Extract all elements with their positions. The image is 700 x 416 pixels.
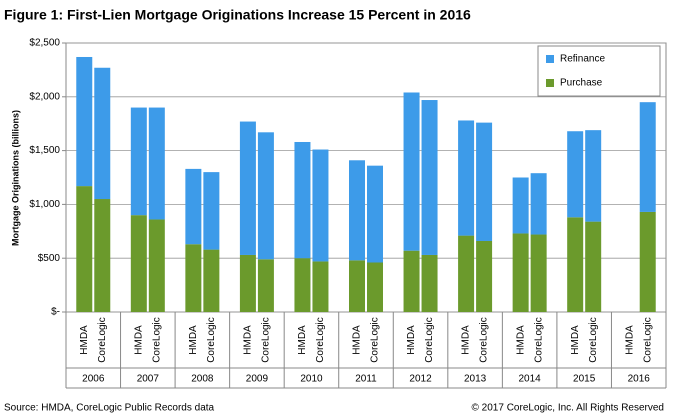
y-tick-label: $1,500 xyxy=(29,145,60,156)
group-label: 2014 xyxy=(519,374,542,385)
bar-segment xyxy=(530,173,547,235)
group-label: 2011 xyxy=(355,374,377,385)
x-tick-label: CoreLogic xyxy=(261,317,272,363)
bar-segment xyxy=(76,56,93,187)
group-label: 2016 xyxy=(628,374,651,385)
bar-segment xyxy=(458,120,475,236)
bar-segment xyxy=(403,250,420,312)
x-tick-label: HMDA xyxy=(570,325,581,355)
y-tick-label: $2,500 xyxy=(29,38,60,49)
bar-segment xyxy=(567,217,584,312)
bar-segment xyxy=(185,244,202,312)
chart-title: Figure 1: First-Lien Mortgage Originatio… xyxy=(4,7,471,23)
y-tick-label: $- xyxy=(51,307,60,318)
bar-segment xyxy=(76,186,93,312)
x-tick-label: CoreLogic xyxy=(588,317,599,363)
x-tick-label: CoreLogic xyxy=(315,317,326,363)
x-tick-label: CoreLogic xyxy=(370,317,381,363)
x-tick-label: CoreLogic xyxy=(642,317,653,363)
bar-segment xyxy=(94,199,111,312)
x-tick-label: CoreLogic xyxy=(424,317,435,363)
x-tick-label: HMDA xyxy=(461,325,472,355)
bar-segment xyxy=(458,235,475,312)
bar-segment xyxy=(203,249,220,312)
legend-swatch xyxy=(546,55,554,63)
y-axis-label: Mortgage Originations (billions) xyxy=(10,110,20,246)
bar-segment xyxy=(512,177,529,234)
bar-segment xyxy=(257,132,274,260)
bar-segment xyxy=(585,221,602,312)
bar-segment xyxy=(421,254,438,312)
bar-segment xyxy=(203,172,220,250)
bar-segment xyxy=(585,130,602,222)
y-tick-label: $2,000 xyxy=(29,91,60,102)
bar-segment xyxy=(567,131,584,218)
group-label: 2015 xyxy=(573,374,596,385)
bar-segment xyxy=(367,262,383,312)
bar-segment xyxy=(312,261,329,312)
bar-segment xyxy=(349,260,365,312)
bar-segment xyxy=(130,107,147,216)
bar-segment xyxy=(148,219,165,312)
x-tick-label: HMDA xyxy=(624,325,635,355)
group-label: 2008 xyxy=(191,374,214,385)
bar-segment xyxy=(239,254,256,312)
x-tick-label: CoreLogic xyxy=(151,317,162,363)
bar-segment xyxy=(148,107,165,220)
copyright: © 2017 CoreLogic, Inc. All Rights Reserv… xyxy=(472,403,664,414)
y-tick-label: $1,000 xyxy=(29,199,60,210)
bar-segment xyxy=(367,165,383,263)
bar-segment xyxy=(530,234,547,312)
bar-segment xyxy=(476,240,493,312)
legend-box xyxy=(537,45,661,97)
bar-segment xyxy=(639,211,656,312)
legend-label: Purchase xyxy=(560,78,603,89)
bar-segment xyxy=(476,122,493,241)
legend-label: Refinance xyxy=(560,54,605,65)
group-label: 2009 xyxy=(246,374,269,385)
bar-segment xyxy=(294,258,311,312)
group-label: 2007 xyxy=(137,374,160,385)
bar-segment xyxy=(403,92,420,251)
bar-segment xyxy=(639,102,656,212)
x-tick-label: HMDA xyxy=(243,325,254,355)
group-label: 2012 xyxy=(409,374,432,385)
bar-segment xyxy=(94,67,111,200)
x-tick-label: HMDA xyxy=(406,325,417,355)
group-label: 2006 xyxy=(82,374,105,385)
x-tick-label: HMDA xyxy=(133,325,144,355)
group-label: 2010 xyxy=(300,374,323,385)
x-tick-label: HMDA xyxy=(79,325,90,355)
group-label: 2013 xyxy=(464,374,487,385)
bar-segment xyxy=(312,149,329,262)
bar-segment xyxy=(185,168,202,245)
x-tick-label: HMDA xyxy=(352,325,363,355)
bar-segment xyxy=(257,259,274,312)
legend-swatch xyxy=(546,79,554,87)
bar-segment xyxy=(130,215,147,312)
bar-segment xyxy=(421,100,438,255)
x-tick-label: HMDA xyxy=(297,325,308,355)
x-tick-label: CoreLogic xyxy=(479,317,490,363)
y-tick-label: $500 xyxy=(38,253,61,264)
bar-segment xyxy=(239,121,256,255)
x-tick-label: CoreLogic xyxy=(97,317,108,363)
source: Source: HMDA, CoreLogic Public Records d… xyxy=(4,403,215,414)
bar-segment xyxy=(349,160,365,261)
bar-segment xyxy=(512,233,529,312)
x-tick-label: HMDA xyxy=(515,325,526,355)
x-tick-label: HMDA xyxy=(188,325,199,355)
x-tick-label: CoreLogic xyxy=(206,317,217,363)
bar-segment xyxy=(294,141,311,259)
x-tick-label: CoreLogic xyxy=(533,317,544,363)
